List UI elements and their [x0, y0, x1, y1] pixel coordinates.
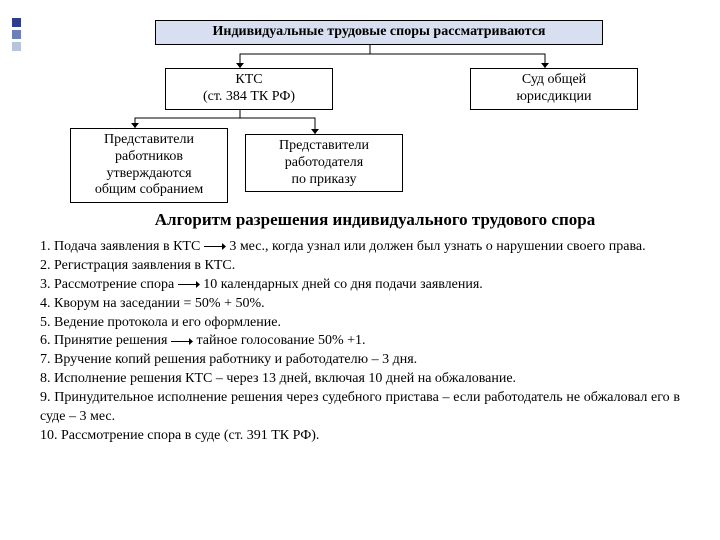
bullet-2: [12, 30, 21, 39]
step-4: 4. Кворум на заседании = 50% + 50%.: [40, 296, 265, 311]
step-10: 10. Рассмотрение спора в суде (ст. 391 Т…: [40, 428, 319, 443]
step-8: 8. Исполнение решения КТС – через 13 дне…: [40, 371, 516, 386]
court-l2: юрисдикции: [516, 89, 591, 104]
node-employees: Представители работников утверждаются об…: [70, 128, 228, 203]
emp-l1: Представители: [104, 132, 194, 147]
step-9: 9. Принудительное исполнение решения чер…: [40, 390, 680, 424]
flow-diagram: Индивидуальные трудовые споры рассматрив…: [70, 20, 690, 200]
step-6a: 6. Принятие решения: [40, 333, 171, 348]
kts-l2: (ст. 384 ТК РФ): [203, 89, 295, 104]
node-employer: Представители работодателя по приказу: [245, 134, 403, 192]
court-l1: Суд общей: [522, 72, 586, 87]
kts-l1: КТС: [235, 72, 262, 87]
bullet-1: [12, 18, 21, 27]
boss-l1: Представители: [279, 138, 369, 153]
step-1b: 3 мес., когда узнал или должен был узнат…: [226, 239, 646, 254]
step-3a: 3. Рассмотрение спора: [40, 277, 178, 292]
bullet-3: [12, 42, 21, 51]
algorithm-steps: 1. Подача заявления в КТС 3 мес., когда …: [40, 238, 680, 446]
emp-l4: общим собранием: [95, 182, 203, 197]
algorithm-title: Алгоритм разрешения индивидуального труд…: [60, 210, 690, 230]
step-6b: тайное голосование 50% +1.: [193, 333, 366, 348]
step-2: 2. Регистрация заявления в КТС.: [40, 258, 235, 273]
step-5: 5. Ведение протокола и его оформление.: [40, 315, 281, 330]
emp-l2: работников: [115, 149, 183, 164]
boss-l2: работодателя: [285, 155, 363, 170]
decorative-bullets: [12, 18, 21, 54]
node-root: Индивидуальные трудовые споры рассматрив…: [155, 20, 603, 45]
node-kts: КТС (ст. 384 ТК РФ): [165, 68, 333, 110]
arrow-icon: [178, 280, 200, 289]
step-7: 7. Вручение копий решения работнику и ра…: [40, 352, 417, 367]
step-3b: 10 календарных дней со дня подачи заявле…: [200, 277, 483, 292]
arrow-icon: [171, 337, 193, 346]
boss-l3: по приказу: [291, 172, 356, 187]
node-root-text: Индивидуальные трудовые споры рассматрив…: [212, 24, 545, 39]
arrow-icon: [204, 242, 226, 251]
step-1a: 1. Подача заявления в КТС: [40, 239, 204, 254]
emp-l3: утверждаются: [106, 166, 191, 181]
node-court: Суд общей юрисдикции: [470, 68, 638, 110]
